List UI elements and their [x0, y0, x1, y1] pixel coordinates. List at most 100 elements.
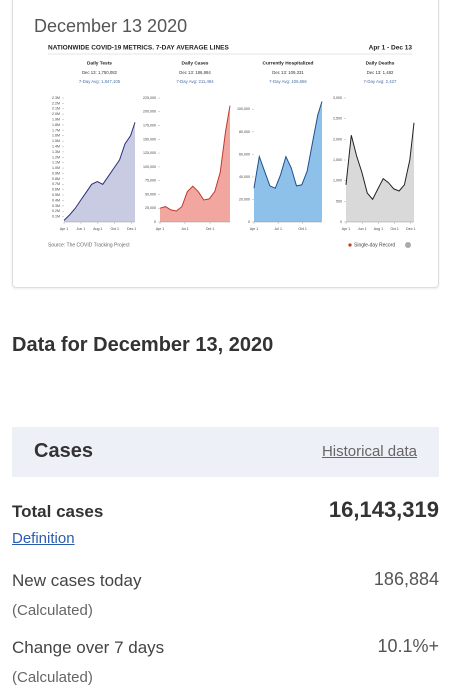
area-fill — [64, 122, 135, 222]
y-tick-label: 1.9M — [52, 118, 60, 122]
area-fill — [160, 105, 230, 222]
x-tick-label: Aug 1 — [93, 227, 102, 231]
y-tick-label: 200,000 — [143, 110, 156, 114]
x-tick-label: Apr 1 — [60, 227, 69, 231]
tab-bar: Cases Historical data — [12, 427, 439, 477]
y-tick-label: 150,000 — [143, 137, 156, 141]
panel-title: Daily Deaths — [366, 60, 395, 66]
avg-line — [345, 122, 415, 201]
y-tick-label: 0 — [340, 220, 342, 224]
row-label: Total cases — [12, 502, 104, 521]
x-tick-label: Oct 1 — [206, 227, 215, 231]
x-tick-label: Aug 1 — [374, 227, 383, 231]
definition-link[interactable]: Definition — [12, 530, 75, 547]
panel-avg: 7-Day Avg: 211,494 — [176, 79, 214, 84]
y-tick-label: 1.5M — [52, 139, 60, 143]
avg-line — [159, 105, 231, 212]
avg-line — [63, 122, 136, 221]
chart-card — [12, 0, 439, 288]
y-tick-label: 1.1M — [52, 161, 60, 165]
x-tick-label: Dec 1 — [127, 227, 136, 231]
y-tick-label: 80,000 — [239, 130, 250, 134]
x-tick-label: Oct 1 — [110, 227, 119, 231]
y-tick-label: 0.5M — [52, 193, 60, 197]
y-tick-label: 100,000 — [237, 107, 250, 111]
row-label: New cases today — [12, 571, 142, 590]
y-tick-label: 1.6M — [52, 134, 60, 138]
y-tick-label: 225,000 — [143, 96, 156, 100]
historical-link[interactable]: Historical data — [321, 443, 417, 460]
y-tick-label: 2.0M — [52, 112, 60, 116]
y-tick-label: 2.1M — [52, 107, 60, 111]
legend-marker — [348, 243, 352, 247]
y-tick-label: 1,000 — [333, 179, 342, 183]
panel-latest: Dec 13: 1,750,082 — [82, 70, 118, 75]
y-tick-label: 0.7M — [52, 182, 60, 186]
legend-icon — [405, 242, 411, 248]
y-tick-label: 0.1M — [52, 215, 60, 219]
row-note: (Calculated) — [12, 669, 93, 686]
x-tick-label: Dec 1 — [406, 227, 415, 231]
panel-title: Currently Hospitalized — [263, 60, 314, 66]
tab-active[interactable]: Cases — [34, 440, 93, 462]
chart-range: Apr 1 - Dec 13 — [369, 45, 413, 52]
y-tick-label: 1.0M — [52, 166, 60, 170]
y-tick-label: 40,000 — [239, 175, 250, 179]
y-tick-label: 1.7M — [52, 128, 60, 132]
panel-title: Daily Cases — [182, 60, 209, 66]
x-tick-label: Oct 1 — [298, 227, 307, 231]
chart-source: Source: The COVID Tracking Project — [48, 242, 130, 248]
panel-avg: 7-Day Avg: 2,427 — [364, 79, 397, 84]
y-tick-label: 100,000 — [143, 165, 156, 169]
x-tick-label: Jun 1 — [77, 227, 86, 231]
chart-image: NATIONWIDE COVID-19 METRICS. 7-DAY AVERA… — [40, 38, 420, 258]
row-value: 16,143,319 — [328, 497, 439, 522]
x-tick-label: Jul 1 — [181, 227, 189, 231]
row-note: (Calculated) — [12, 602, 93, 619]
y-tick-label: 0.6M — [52, 188, 60, 192]
avg-line — [253, 101, 323, 189]
y-tick-label: 175,000 — [143, 124, 156, 128]
area-fill — [346, 122, 414, 222]
y-tick-label: 0 — [154, 220, 156, 224]
y-tick-label: 1.8M — [52, 123, 60, 127]
y-tick-label: 500 — [336, 199, 342, 203]
y-tick-label: 2.2M — [52, 101, 60, 105]
row-value: 10.1%+ — [377, 636, 439, 656]
x-tick-label: Jul 1 — [274, 227, 282, 231]
panel-latest: Dec 13: 109,331 — [272, 70, 304, 75]
y-tick-label: 1.4M — [52, 144, 60, 148]
legend-label: Single-day Record — [354, 242, 395, 248]
y-tick-label: 2,000 — [333, 137, 342, 141]
chart-title: NATIONWIDE COVID-19 METRICS. 7-DAY AVERA… — [48, 45, 229, 52]
y-tick-label: 1.2M — [52, 155, 60, 159]
x-tick-label: Jun 1 — [358, 227, 367, 231]
y-tick-label: 50,000 — [145, 192, 156, 196]
y-tick-label: 0.8M — [52, 177, 60, 181]
x-tick-label: Apr 1 — [250, 227, 259, 231]
panel-title: Daily Tests — [87, 60, 112, 66]
y-tick-label: 25,000 — [145, 206, 156, 210]
x-tick-label: Oct 1 — [390, 227, 399, 231]
y-tick-label: 1,500 — [333, 158, 342, 162]
y-tick-label: 75,000 — [145, 179, 156, 183]
y-tick-label: 0.3M — [52, 204, 60, 208]
y-tick-label: 0.2M — [52, 209, 60, 213]
y-tick-label: 2.3M — [52, 96, 60, 100]
x-tick-label: Apr 1 — [156, 227, 165, 231]
y-tick-label: 60,000 — [239, 152, 250, 156]
y-tick-label: 0 — [248, 220, 250, 224]
y-tick-label: 1.3M — [52, 150, 60, 154]
panel-avg: 7-Day Avg: 106,656 — [269, 79, 307, 84]
y-tick-label: 3,000 — [333, 96, 342, 100]
y-tick-label: 125,000 — [143, 151, 156, 155]
card-date: December 13 2020 — [34, 16, 188, 36]
panel-latest: Dec 13: 1,482 — [367, 70, 394, 75]
x-tick-label: Apr 1 — [342, 227, 351, 231]
heading: Data for December 13, 2020 — [12, 334, 274, 356]
y-tick-label: 0.4M — [52, 198, 60, 202]
y-tick-label: 20,000 — [239, 197, 250, 201]
row-label: Change over 7 days — [12, 638, 165, 657]
row-value: 186,884 — [373, 569, 439, 589]
